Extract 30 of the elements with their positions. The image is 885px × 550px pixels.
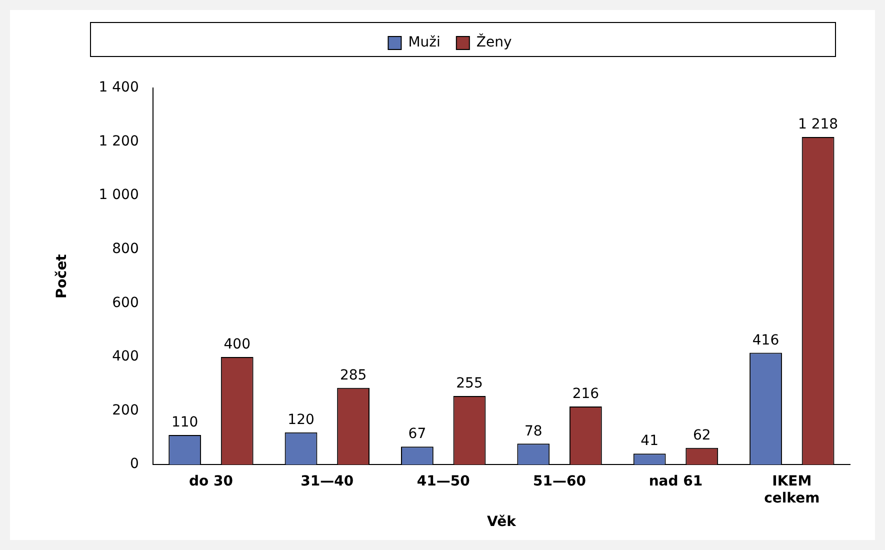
data-label: 78 (524, 423, 542, 440)
data-label: 41 (640, 433, 658, 450)
y-tick-label: 800 (112, 241, 139, 258)
x-tick-label: nad 61 (648, 474, 703, 490)
y-tick-label: 1 000 (98, 187, 139, 204)
data-label: 255 (456, 376, 483, 392)
data-label: 110 (171, 414, 198, 431)
data-label: 285 (340, 368, 367, 384)
y-tick-label: 400 (112, 348, 139, 365)
x-tick-label: 51—60 (533, 474, 586, 490)
y-axis-title: Počet (54, 254, 70, 298)
data-label: 416 (752, 332, 780, 348)
y-tick-label: 1 200 (98, 133, 139, 150)
legend-label: Muži (408, 34, 440, 51)
data-label: 67 (408, 426, 426, 442)
x-tick-label: IKEM celkem (764, 474, 820, 506)
data-label: 1 218 (798, 116, 838, 133)
y-tick-label: 0 (130, 456, 139, 472)
x-tick-label: do 30 (188, 474, 234, 490)
data-label: 216 (572, 386, 600, 402)
x-tick-label: 31—40 (300, 474, 354, 490)
data-label: 400 (224, 336, 250, 353)
data-label: 120 (288, 412, 314, 428)
x-tick-label: 41—50 (416, 474, 470, 490)
x-axis-title: Věk (487, 514, 517, 530)
legend-label: Ženy (476, 34, 512, 51)
y-tick-label: 600 (112, 294, 139, 311)
y-tick-label: 200 (112, 402, 139, 418)
y-tick-label: 1 400 (98, 80, 139, 96)
data-label: 62 (692, 428, 711, 444)
